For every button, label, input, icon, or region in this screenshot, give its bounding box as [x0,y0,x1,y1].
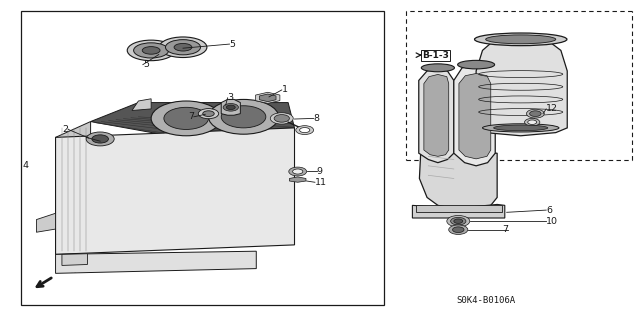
Circle shape [151,101,221,136]
Circle shape [447,215,470,227]
Circle shape [198,108,219,119]
Text: 7: 7 [188,112,194,121]
Text: FR.: FR. [59,265,77,275]
Circle shape [296,126,314,135]
Text: B-1-3: B-1-3 [422,51,449,60]
Circle shape [221,106,266,128]
Ellipse shape [174,43,192,51]
Circle shape [203,111,214,116]
Ellipse shape [159,37,207,57]
Text: 6: 6 [546,206,552,215]
Circle shape [92,135,108,143]
Bar [20,11,384,305]
Polygon shape [91,103,294,134]
Polygon shape [132,99,151,110]
Text: 10: 10 [546,217,558,226]
Text: 5: 5 [230,40,236,48]
Text: 2: 2 [62,125,68,134]
Text: 8: 8 [314,114,319,123]
Polygon shape [419,68,454,163]
Circle shape [209,100,278,134]
Polygon shape [424,74,449,156]
Polygon shape [36,213,56,232]
Circle shape [300,128,310,133]
Polygon shape [62,254,88,265]
Polygon shape [419,153,497,209]
Circle shape [289,167,307,176]
Ellipse shape [483,124,559,132]
Circle shape [223,104,239,111]
Polygon shape [56,128,294,254]
Circle shape [452,227,464,233]
Text: 12: 12 [546,104,558,113]
Ellipse shape [421,64,454,72]
Circle shape [274,115,289,122]
Ellipse shape [458,60,495,69]
Text: S0K4-B0106A: S0K4-B0106A [456,296,515,305]
Circle shape [528,120,537,124]
Polygon shape [56,251,256,273]
Circle shape [530,111,541,116]
Circle shape [164,107,209,130]
Polygon shape [56,122,91,254]
Ellipse shape [493,125,548,131]
Ellipse shape [127,40,175,61]
Polygon shape [412,204,505,218]
Circle shape [451,217,466,225]
Ellipse shape [166,40,200,55]
Polygon shape [289,177,306,182]
Polygon shape [415,205,502,212]
Text: 11: 11 [315,178,327,187]
Text: 7: 7 [502,225,508,234]
Text: 3: 3 [228,93,234,102]
Circle shape [527,109,544,118]
Circle shape [454,219,463,223]
Ellipse shape [142,47,160,54]
Text: 5: 5 [143,60,149,69]
Ellipse shape [134,43,169,58]
Circle shape [525,118,540,126]
Polygon shape [259,94,276,102]
Polygon shape [255,92,280,103]
Circle shape [227,105,236,109]
Polygon shape [454,65,495,166]
Text: 1: 1 [282,85,288,94]
Polygon shape [221,100,241,115]
Circle shape [292,169,303,174]
Ellipse shape [474,33,567,46]
Polygon shape [459,73,491,159]
Circle shape [86,132,114,146]
Text: 4: 4 [22,161,28,170]
Circle shape [270,113,293,124]
Ellipse shape [486,35,556,44]
Circle shape [449,225,468,234]
Polygon shape [476,34,567,136]
Text: 9: 9 [317,167,323,176]
